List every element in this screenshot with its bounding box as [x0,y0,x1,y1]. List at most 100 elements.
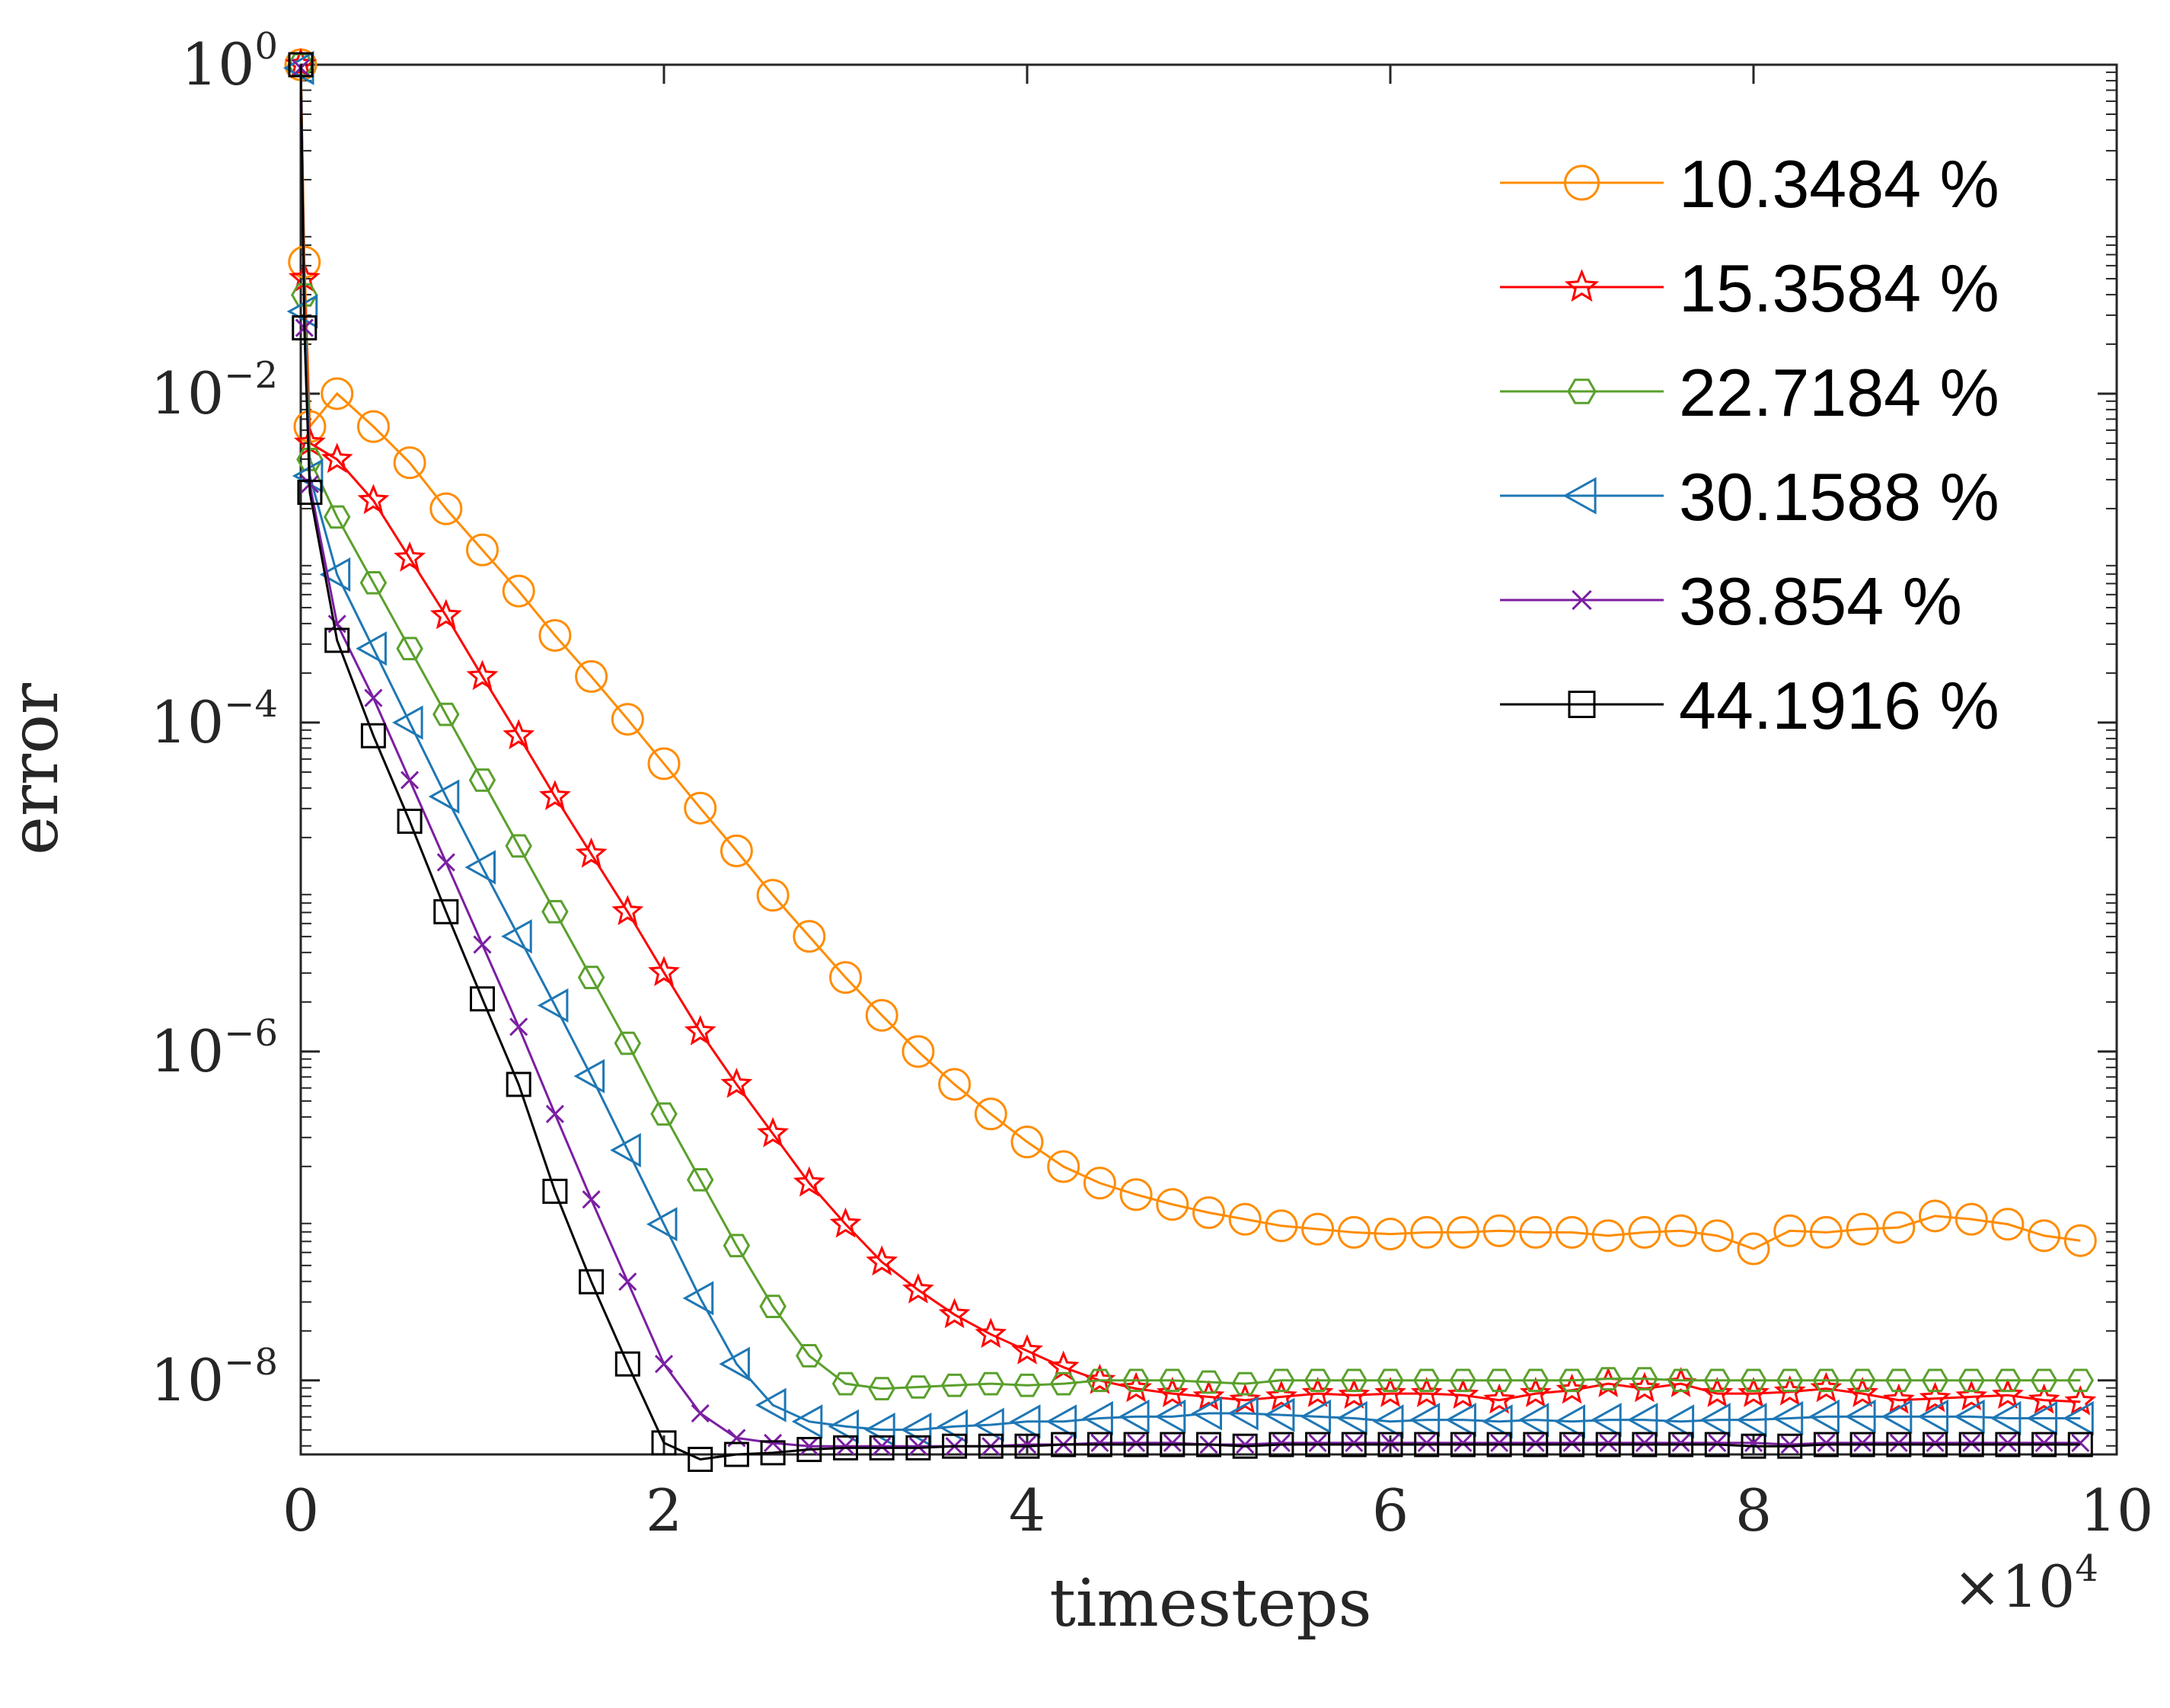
data-point [1568,691,1596,718]
data-point [610,1132,641,1167]
y-tick-base: 10 [151,359,225,427]
data-point [2028,1383,2060,1414]
data-point [296,447,324,471]
x-tick-label: 10 [2080,1477,2154,1544]
data-point [1122,1368,1150,1393]
legend-entry-2: 15.3584 % [1500,251,1999,326]
data-point [1708,1433,1727,1452]
data-point [1308,1433,1327,1452]
data-point [1741,1433,1766,1459]
data-point [357,484,390,515]
data-point [501,919,532,954]
data-point [975,1317,1007,1349]
data-point [756,879,790,912]
series-3 [287,53,2095,1400]
data-point [1372,1404,1404,1439]
data-point [1119,1399,1150,1434]
data-point [1994,1368,2022,1393]
data-point [1919,1381,1951,1413]
data-point [360,723,386,749]
data-point [506,1071,531,1097]
data-point [324,627,350,653]
data-point [1885,1368,1913,1393]
data-point [397,808,423,834]
data-point [575,659,608,693]
data-point [618,1272,637,1291]
data-point [1013,1373,1041,1397]
series-6 [288,52,2093,1472]
data-point [684,791,717,825]
data-point [648,956,680,986]
data-point [865,998,898,1032]
data-point [973,1407,1004,1442]
data-point [1882,1383,1915,1414]
data-point [575,837,608,868]
data-point [793,1166,825,1197]
data-point [470,986,495,1012]
data-point [429,492,463,525]
data-point [1845,1399,1876,1434]
data-point [1011,1333,1043,1365]
data-point [286,294,318,329]
data-point [505,834,532,858]
data-point [1337,1215,1371,1249]
data-point [1917,1399,1948,1434]
data-point [828,1409,859,1444]
data-point [760,1440,786,1466]
data-point [1740,1368,1767,1393]
data-point [719,1346,750,1381]
data-point [1374,1377,1406,1407]
data-point [1626,1403,1658,1438]
x-axis-label: timesteps [1049,1566,1371,1642]
data-point [1700,1219,1734,1253]
data-point [1229,1383,1262,1414]
data-point [1699,1403,1731,1438]
data-point [1017,1435,1037,1454]
series-4 [282,50,2094,1448]
data-point [1735,1403,1767,1438]
x-tick-label: 0 [282,1477,319,1544]
data-point [1954,1399,1985,1434]
series-5 [291,59,2090,1456]
data-point [1160,1432,1186,1457]
series-line [299,68,2081,1448]
data-point [1486,1432,1512,1457]
data-point [573,1058,605,1093]
data-point [321,442,353,474]
y-tick-label: 100 [181,25,278,98]
data-point [1846,1377,1878,1407]
data-point [1231,1371,1259,1396]
data-point [1773,1374,1806,1406]
data-point [1341,1432,1367,1457]
data-point [537,988,569,1023]
data-point [1881,1399,1913,1434]
data-point [1846,1212,1879,1246]
data-point [764,1433,783,1452]
data-point [1631,1367,1658,1391]
data-point [686,1167,714,1192]
data-point [1409,1403,1441,1438]
y-tick-exp: −4 [224,683,278,726]
data-point [682,1281,714,1316]
data-point [1990,1400,2022,1436]
data-point [1304,1368,1332,1393]
data-point [541,899,569,924]
data-point [614,1031,642,1055]
data-point [1268,1368,1295,1393]
data-point [1412,1368,1441,1393]
data-point [503,719,535,749]
data-point [1049,1371,1077,1396]
data-point [1558,1368,1586,1393]
legend: 10.3484 % 15.3584 % 22.7184 % 30.1588 % 38.8… [1500,146,1999,743]
data-point [1227,1396,1259,1431]
data-point [611,895,644,926]
data-point [647,747,681,781]
data-point [1628,1215,1661,1249]
data-point [2064,1384,2097,1416]
data-point [1047,1150,1080,1183]
data-point [793,920,826,953]
data-point [1958,1368,1985,1393]
data-point [1564,269,1600,302]
data-point [436,853,455,872]
data-point [1704,1432,1730,1457]
